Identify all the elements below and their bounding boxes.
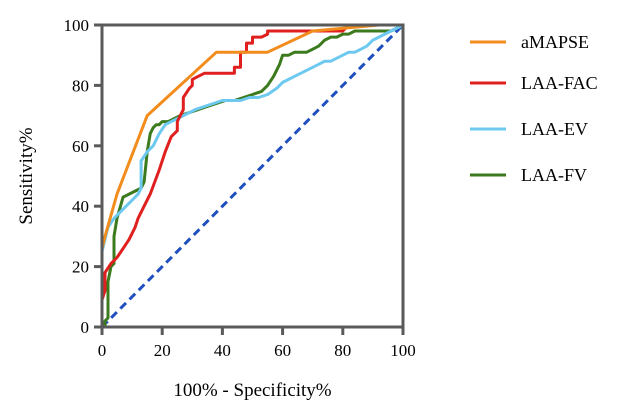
y-tick-label: 20 bbox=[72, 258, 89, 277]
series-line-reference-line bbox=[100, 23, 405, 329]
series-layer bbox=[100, 23, 405, 329]
plot-frame bbox=[100, 23, 405, 329]
y-tick-label: 80 bbox=[72, 76, 89, 95]
ticks-layer: 0 20 40 60 80 100 0 20 40 60 80 100 bbox=[64, 16, 416, 360]
y-tick-label: 60 bbox=[72, 137, 89, 156]
legend-label-laa-ev: LAA-EV bbox=[521, 119, 588, 139]
x-tick-label: 40 bbox=[214, 341, 231, 360]
legend-label-amapse: aMAPSE bbox=[521, 32, 589, 52]
series-line-laa-ev bbox=[100, 23, 405, 329]
x-axis-title: 100% - Specificity% bbox=[173, 380, 331, 401]
y-tick-label: 40 bbox=[72, 197, 89, 216]
legend-label-laa-fv: LAA-FV bbox=[521, 165, 587, 185]
legend: aMAPSE LAA-FAC LAA-EV LAA-FV bbox=[470, 32, 598, 185]
x-tick-label: 20 bbox=[154, 341, 171, 360]
x-tick-label: 80 bbox=[334, 341, 351, 360]
y-tick-label: 100 bbox=[64, 16, 90, 35]
x-tick-label: 0 bbox=[98, 341, 107, 360]
series-line-laa-fac bbox=[100, 23, 405, 329]
legend-label-laa-fac: LAA-FAC bbox=[521, 73, 598, 93]
axes-layer bbox=[100, 23, 405, 329]
y-axis-title: Sensitivity% bbox=[16, 127, 37, 224]
x-tick-label: 100 bbox=[390, 341, 416, 360]
y-tick-label: 0 bbox=[81, 318, 90, 337]
x-tick-label: 60 bbox=[274, 341, 291, 360]
